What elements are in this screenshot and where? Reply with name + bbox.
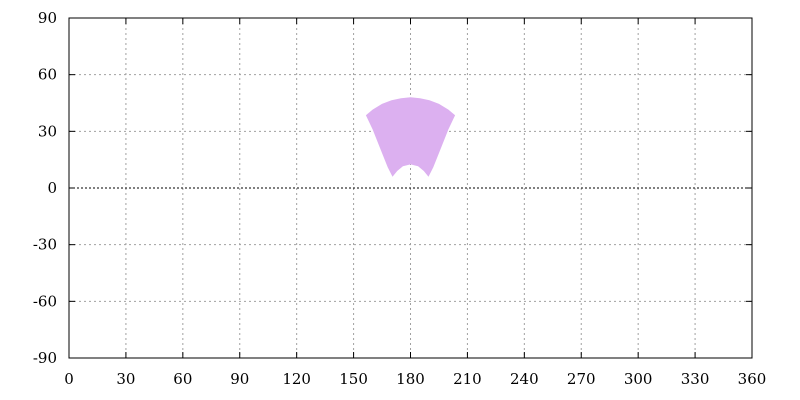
- label-layer: 0 30 60 90 120 150 180 210 240 270 300 330 360-90-60…: [33, 9, 766, 388]
- y-tick-label: -60: [33, 292, 57, 310]
- y-tick-label: -30: [33, 236, 57, 254]
- y-tick-label: 30: [38, 122, 57, 140]
- x-tick-label: 300: [624, 370, 653, 388]
- x-tick-label: 240: [510, 370, 539, 388]
- x-tick-label: 60: [173, 370, 192, 388]
- x-tick-label: 0: [64, 370, 74, 388]
- y-tick-label: -90: [33, 349, 57, 367]
- y-tick-label: 60: [38, 66, 57, 84]
- frame-layer: [68, 17, 753, 359]
- x-tick-label: 180: [396, 370, 425, 388]
- x-tick-label: 360: [738, 370, 767, 388]
- x-tick-label: 30: [116, 370, 135, 388]
- x-tick-label: 90: [230, 370, 249, 388]
- y-tick-label: 90: [38, 9, 57, 27]
- grid-layer: [69, 18, 752, 358]
- x-tick-label: 270: [567, 370, 596, 388]
- x-tick-label: 330: [681, 370, 710, 388]
- data-region-1: [365, 97, 456, 177]
- x-tick-label: 210: [453, 370, 482, 388]
- x-tick-label: 150: [339, 370, 368, 388]
- y-tick-label: 0: [47, 179, 57, 197]
- data-layer: [365, 97, 456, 177]
- x-tick-label: 120: [282, 370, 311, 388]
